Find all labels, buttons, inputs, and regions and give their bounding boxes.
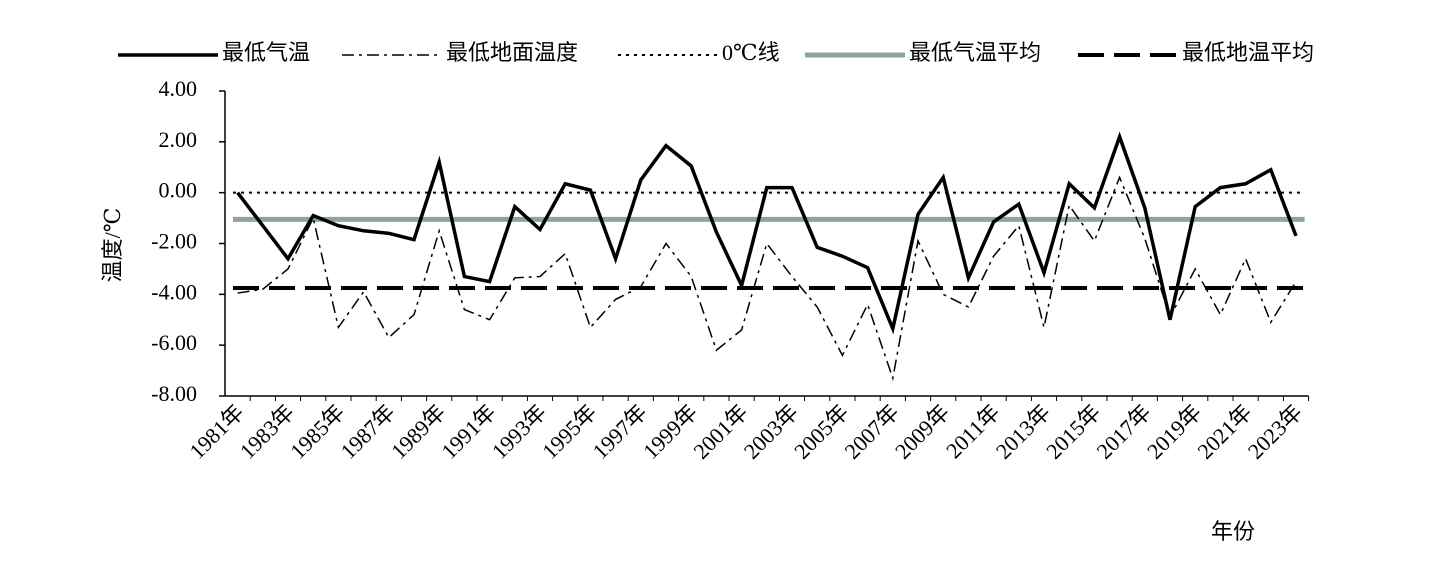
x-tick-label: 1995年 [537, 399, 601, 463]
y-tick-label: -4.00 [151, 279, 197, 304]
legend-label: 最低气温 [222, 40, 310, 65]
legend-label: 最低气温平均 [909, 40, 1041, 65]
x-tick-label: 1999年 [638, 399, 702, 463]
x-tick-label: 1981年 [184, 399, 248, 463]
x-tick-label: 1993年 [487, 399, 551, 463]
x-tick-label: 2013年 [991, 399, 1055, 463]
data-line [236, 131, 1298, 335]
y-tick-label: 0.00 [159, 178, 198, 203]
x-tick-label: 1989年 [386, 399, 450, 463]
y-tick-label: 2.00 [159, 127, 198, 152]
x-tick-label: 2011年 [941, 399, 1005, 463]
x-tick-label: 2019年 [1142, 399, 1206, 463]
x-tick-label: 2007年 [840, 399, 904, 463]
x-tick-label: 2017年 [1092, 399, 1156, 463]
legend-label: 0℃线 [722, 40, 780, 65]
x-tick-label: 1985年 [285, 399, 349, 463]
x-tick-label: 1987年 [336, 399, 400, 463]
data-line [237, 175, 1297, 382]
y-tick-label: -6.00 [151, 330, 197, 355]
y-tick-label: -2.00 [151, 229, 197, 254]
x-tick-label: 2003年 [739, 399, 803, 463]
y-tick-label: 4.00 [159, 76, 198, 101]
x-tick-label: 2009年 [890, 399, 954, 463]
legend-label: 最低地温平均 [1182, 40, 1314, 65]
x-tick-label: 1991年 [436, 399, 500, 463]
legend-label: 最低地面温度 [446, 40, 578, 65]
x-tick-label: 2015年 [1041, 399, 1105, 463]
x-axis-label: 年份 [1211, 519, 1255, 544]
x-tick-label: 2023年 [1243, 399, 1307, 463]
x-tick-label: 2001年 [688, 399, 752, 463]
x-tick-label: 2021年 [1192, 399, 1256, 463]
y-axis-label: 温度/℃ [100, 208, 125, 283]
x-tick-label: 2005年 [789, 399, 853, 463]
x-tick-label: 1997年 [588, 399, 652, 463]
y-tick-label: -8.00 [151, 381, 197, 406]
x-tick-label: 1983年 [235, 399, 299, 463]
